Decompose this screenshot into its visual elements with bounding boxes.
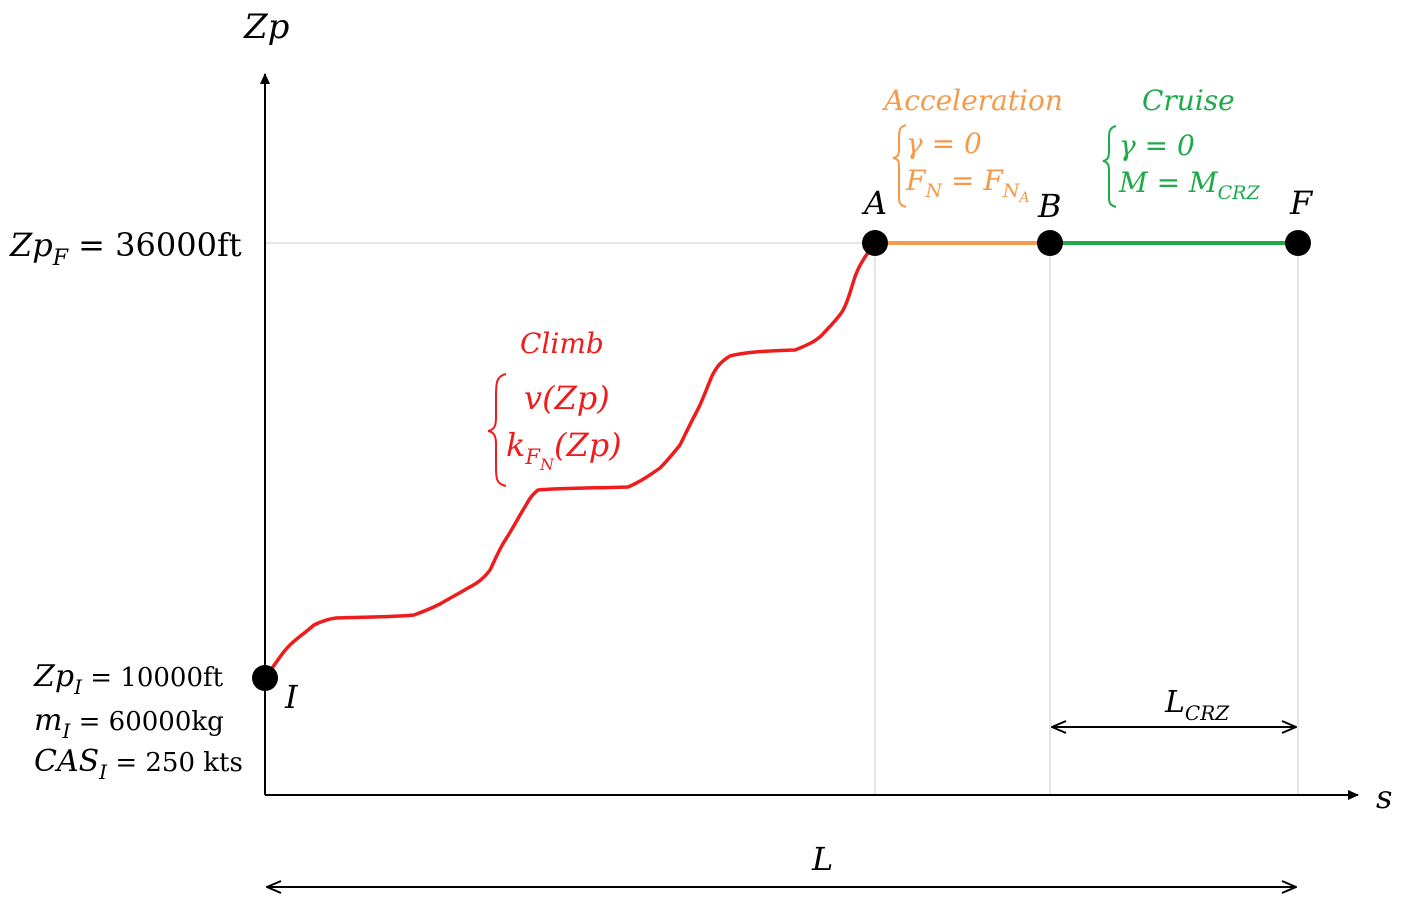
cruise-length-label: LCRZ: [1164, 685, 1230, 725]
point-b-marker: [1037, 230, 1063, 256]
final-altitude-label: ZpF = 36000ft: [9, 226, 242, 271]
acceleration-brace: [892, 124, 907, 208]
cruise-line2: M = MCRZ: [1118, 166, 1260, 204]
climb-line1: v(Zp): [524, 379, 610, 417]
point-a-label: A: [861, 184, 887, 222]
initial-altitude-label: ZpI = 10000ft: [33, 659, 224, 699]
point-f-label: F: [1289, 184, 1314, 222]
point-a-marker: [862, 230, 888, 256]
climb-title: Climb: [520, 327, 604, 360]
cruise-annotation: Cruise γ = 0 M = MCRZ: [1102, 84, 1260, 208]
point-i-marker: [252, 665, 278, 691]
acceleration-line2: FN = FNA: [905, 164, 1030, 206]
point-i-label: I: [284, 678, 299, 716]
initial-cas-label: CASI = 250 kts: [34, 744, 243, 784]
cruise-title: Cruise: [1142, 84, 1235, 117]
climb-annotation: Climb v(Zp) kFN(Zp): [487, 327, 622, 487]
cruise-line1: γ = 0: [1119, 129, 1195, 162]
climb-path: [263, 241, 877, 680]
acceleration-title: Acceleration: [881, 84, 1063, 117]
climb-line2: kFN(Zp): [506, 426, 622, 474]
y-axis-label: Zp: [243, 7, 289, 47]
acceleration-line1: γ = 0: [906, 127, 982, 160]
acceleration-annotation: Acceleration γ = 0 FN = FNA: [881, 84, 1063, 208]
x-axis-label: s: [1376, 778, 1392, 816]
total-length-label: L: [811, 840, 833, 878]
point-f-marker: [1285, 230, 1311, 256]
point-b-label: B: [1037, 187, 1062, 225]
cruise-brace: [1102, 125, 1117, 208]
climb-brace: [487, 373, 507, 487]
initial-mass-label: mI = 60000kg: [34, 703, 224, 743]
